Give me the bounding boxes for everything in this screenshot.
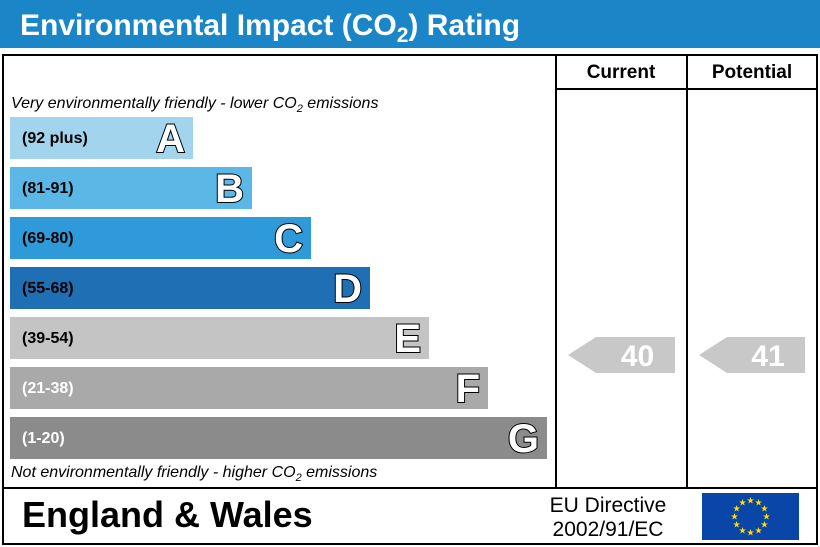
- eu-directive-line2: 2002/91/EC: [553, 518, 664, 541]
- band-c-range: (69-80): [22, 230, 74, 247]
- current-column-header: Current: [587, 62, 656, 83]
- band-a-range: (92 plus): [22, 130, 88, 147]
- band-d-letter: D: [333, 267, 362, 311]
- band-f-range: (21-38): [22, 380, 74, 397]
- band-a-bar: [10, 117, 193, 159]
- band-g-range: (1-20): [22, 430, 65, 447]
- band-g-bar: [10, 417, 547, 459]
- band-f-letter: F: [456, 367, 480, 411]
- eu-star-icon: ★: [733, 521, 741, 531]
- band-b: (81-91) B: [10, 166, 252, 212]
- band-b-range: (81-91): [22, 180, 74, 197]
- eu-star-icon: ★: [760, 505, 768, 515]
- band-f: (21-38) F: [10, 366, 488, 412]
- band-d-bar: [10, 267, 370, 309]
- eu-star-icon: ★: [730, 513, 738, 523]
- band-g: (1-20) G: [10, 416, 547, 462]
- eu-directive-line1: EU Directive: [550, 494, 667, 517]
- potential-rating-arrow-value: 41: [751, 340, 784, 373]
- eu-star-icon: ★: [754, 526, 762, 536]
- eu-star-icon: ★: [760, 521, 768, 531]
- bottom-note-text: Not environmentally friendly - higher CO: [11, 464, 296, 481]
- chart-title-end: ) Rating: [408, 9, 520, 42]
- eu-star-icon: ★: [762, 513, 770, 523]
- band-f-bar: [10, 367, 488, 409]
- rating-bands: (92 plus) A (81-91) B (69-80) C (55-68) D (39-54…: [10, 116, 547, 462]
- eu-flag: [702, 493, 799, 540]
- bottom-note-end: emissions: [302, 464, 378, 481]
- band-g-letter: G: [508, 417, 539, 461]
- potential-column-header: Potential: [712, 62, 792, 83]
- band-c-letter: C: [274, 217, 303, 261]
- bottom-note: Not environmentally friendly - higher CO…: [11, 464, 377, 484]
- band-a: (92 plus) A: [10, 116, 193, 162]
- chart-title-main: Environmental Impact (CO: [20, 9, 397, 42]
- eu-star-icon: ★: [738, 499, 746, 509]
- region-label: England & Wales: [22, 494, 313, 535]
- rating-arrows: 40 41: [568, 337, 805, 373]
- top-note-text: Very environmentally friendly - lower CO: [11, 95, 297, 112]
- band-c-bar: [10, 217, 311, 259]
- title-bar: [0, 0, 820, 48]
- chart-title-sub: 2: [397, 24, 409, 47]
- eu-star-icon: ★: [733, 505, 741, 515]
- top-note: Very environmentally friendly - lower CO…: [11, 95, 378, 115]
- band-d-range: (55-68): [22, 280, 74, 297]
- chart-title: Environmental Impact (CO2) Rating: [20, 9, 520, 47]
- eu-flag-stars: ★ ★★★★★★★★★★★: [730, 497, 770, 539]
- eu-star-icon: ★: [754, 499, 762, 509]
- band-d: (55-68) D: [10, 266, 370, 312]
- frame: [2, 54, 818, 545]
- eu-star-icon: ★: [746, 529, 754, 539]
- band-c: (69-80) C: [10, 216, 311, 262]
- outer-frame: [2, 54, 818, 545]
- band-b-letter: B: [215, 167, 244, 211]
- band-e-range: (39-54): [22, 330, 74, 347]
- band-e-bar: [10, 317, 429, 359]
- current-rating-arrow-shape: [568, 337, 675, 373]
- potential-rating-arrow: 41: [699, 337, 805, 373]
- bottom-note-sub: 2: [295, 472, 302, 484]
- band-b-bar: [10, 167, 252, 209]
- potential-rating-arrow-shape: [699, 337, 805, 373]
- top-note-sub: 2: [296, 103, 303, 115]
- eu-star-icon: ★: [746, 497, 754, 507]
- band-e: (39-54) E: [10, 316, 429, 362]
- eu-star-icon: ★: [738, 526, 746, 536]
- band-a-letter: A: [156, 117, 185, 161]
- current-rating-arrow: 40: [568, 337, 675, 373]
- band-e-letter: E: [394, 317, 421, 361]
- current-rating-arrow-value: 40: [621, 340, 654, 373]
- top-note-end: emissions: [303, 95, 379, 112]
